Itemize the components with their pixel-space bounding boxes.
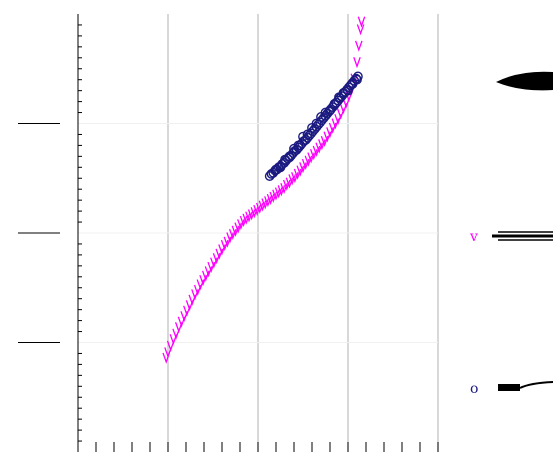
legend-swatch-block [498,384,520,391]
point-v [272,189,280,201]
point-v [247,209,256,221]
point-v [261,198,270,210]
point-v [242,213,251,225]
point-v [274,187,283,199]
grid-layer [78,14,439,452]
point-v [264,196,272,208]
point-v [239,215,248,227]
point-v [269,191,278,203]
legend-label-v: v [469,229,478,245]
point-o [275,162,286,173]
point-o [284,151,295,162]
point-v [258,200,267,212]
point-v [282,179,291,191]
point-o [293,140,304,151]
point-o [343,85,353,96]
point-o [325,105,335,116]
point-v [250,207,259,219]
point-v [255,202,264,214]
axis-layer [18,14,439,452]
point-v [356,24,365,36]
legend-header-shape [496,71,553,91]
point-v [266,193,275,206]
point-v [245,211,253,223]
point-v [277,185,286,197]
legend: vo [469,71,553,397]
point-v [353,57,361,69]
point-o [302,129,313,140]
point-v [164,347,172,359]
point-v [357,16,366,28]
point-o [338,87,349,98]
point-o [347,79,358,89]
point-v [253,204,261,217]
point-v [166,340,175,352]
legend-swatch-line [519,381,553,389]
series-layer [162,16,366,364]
point-o [329,98,340,109]
point-v [172,328,180,340]
point-o [271,164,281,175]
point-o [298,131,308,142]
point-v [288,174,297,186]
point-o [311,118,322,129]
point-o [320,107,331,118]
point-v [354,40,363,52]
legend-label-o: o [470,381,478,397]
